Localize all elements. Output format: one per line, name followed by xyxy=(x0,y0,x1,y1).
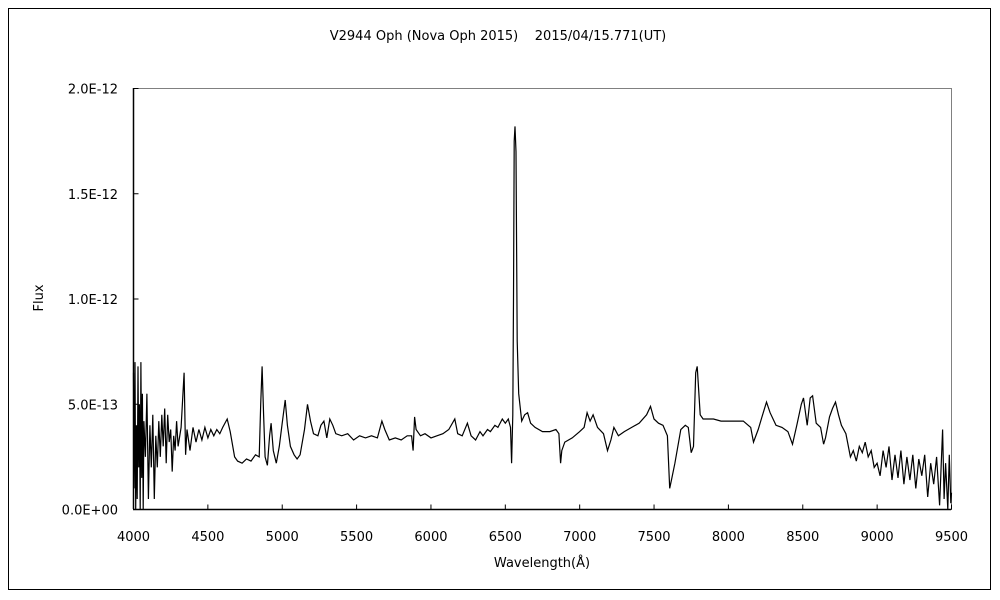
x-tick-label: 9500 xyxy=(935,530,968,545)
x-tick-label: 8000 xyxy=(712,530,745,545)
x-tick-label: 5500 xyxy=(340,530,373,545)
x-tick-label: 6500 xyxy=(489,530,522,545)
x-tick-label: 6000 xyxy=(414,530,447,545)
chart-title: V2944 Oph (Nova Oph 2015) 2015/04/15.771… xyxy=(330,29,667,44)
x-tick-label: 7000 xyxy=(563,530,596,545)
x-axis-label: Wavelength(Å) xyxy=(494,555,590,571)
x-axis: 4000 4500 5000 5500 6000 6500 7000 7500 8000 8500… xyxy=(117,504,968,545)
y-tick-label: 1.5E-12 xyxy=(68,188,118,203)
x-tick-label: 7500 xyxy=(637,530,670,545)
x-tick-label: 4500 xyxy=(191,530,224,545)
x-tick-label: 9000 xyxy=(861,530,894,545)
x-tick-label: 4000 xyxy=(117,530,150,545)
x-tick-label: 8500 xyxy=(786,530,819,545)
y-tick-label: 2.0E-12 xyxy=(68,83,118,98)
y-axis: 0.0E+00 5.0E-13 1.0E-12 1.5E-12 2.0E-12 xyxy=(62,83,139,519)
y-tick-label: 0.0E+00 xyxy=(62,504,118,519)
plot-area xyxy=(133,88,952,510)
y-axis-label: Flux xyxy=(32,284,47,311)
y-tick-label: 5.0E-13 xyxy=(68,398,118,413)
spectrum-line xyxy=(132,126,953,510)
y-tick-label: 1.0E-12 xyxy=(68,293,118,308)
x-tick-label: 5000 xyxy=(266,530,299,545)
